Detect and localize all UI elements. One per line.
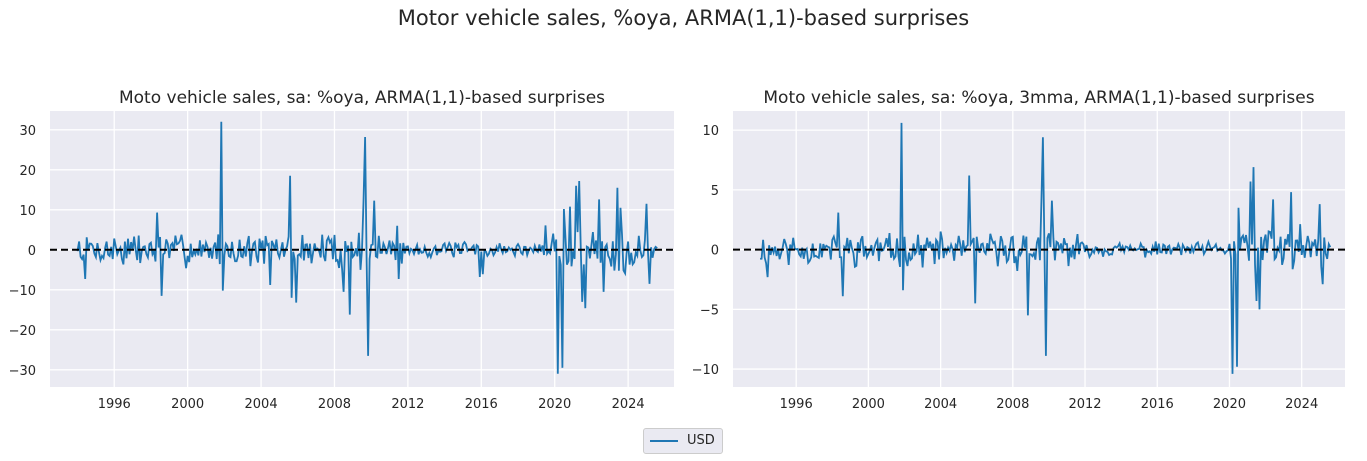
x-tick-label: 2020 (1213, 397, 1246, 412)
y-tick-label: −5 (700, 303, 719, 318)
x-tick-label: 2012 (1068, 397, 1101, 412)
y-tick-label: 10 (19, 204, 36, 219)
x-tick-label: 1996 (780, 397, 813, 412)
y-tick-label: −20 (9, 324, 36, 339)
panel-title: Moto vehicle sales, sa: %oya, 3mma, ARMA… (763, 88, 1314, 108)
y-tick-label: 30 (19, 124, 36, 139)
x-tick-label: 2008 (996, 397, 1029, 412)
x-tick-label: 2024 (1285, 397, 1318, 412)
legend: USD (643, 428, 723, 454)
series-line-usd (759, 122, 1332, 374)
y-tick-label: 20 (19, 164, 36, 179)
x-tick-label: 2024 (612, 397, 645, 412)
x-tick-label: 2004 (245, 397, 278, 412)
x-tick-label: 1996 (98, 397, 131, 412)
x-tick-label: 2000 (852, 397, 885, 412)
panel-2: 1996 2000 2004 2008 2012 2016 2020 2024 −10 −5 0 5 1… (692, 88, 1345, 412)
y-tick-label: 0 (28, 244, 36, 259)
y-tick-label: −10 (9, 284, 36, 299)
x-tick-label: 2020 (538, 397, 571, 412)
x-tick-label: 2008 (318, 397, 351, 412)
x-tick-label: 2016 (1141, 397, 1174, 412)
y-tick-label: −30 (9, 364, 36, 379)
x-tick-label: 2004 (924, 397, 957, 412)
series-line-usd (76, 121, 658, 374)
y-tick-label: −10 (692, 363, 719, 378)
y-tick-label: 0 (711, 244, 719, 259)
x-tick-label: 2000 (171, 397, 204, 412)
y-tick-label: 10 (702, 124, 719, 139)
legend-swatch-usd (650, 440, 678, 442)
panel-1: 1996 2000 2004 2008 2012 2016 2020 2024 −30 −20 −1… (9, 88, 674, 412)
x-tick-label: 2012 (391, 397, 424, 412)
x-tick-label: 2016 (465, 397, 498, 412)
legend-label-usd: USD (687, 433, 715, 448)
y-tick-label: 5 (711, 184, 719, 199)
figure-suptitle: Motor vehicle sales, %oya, ARMA(1,1)-bas… (397, 6, 970, 30)
panel-title: Moto vehicle sales, sa: %oya, ARMA(1,1)-… (119, 88, 605, 108)
